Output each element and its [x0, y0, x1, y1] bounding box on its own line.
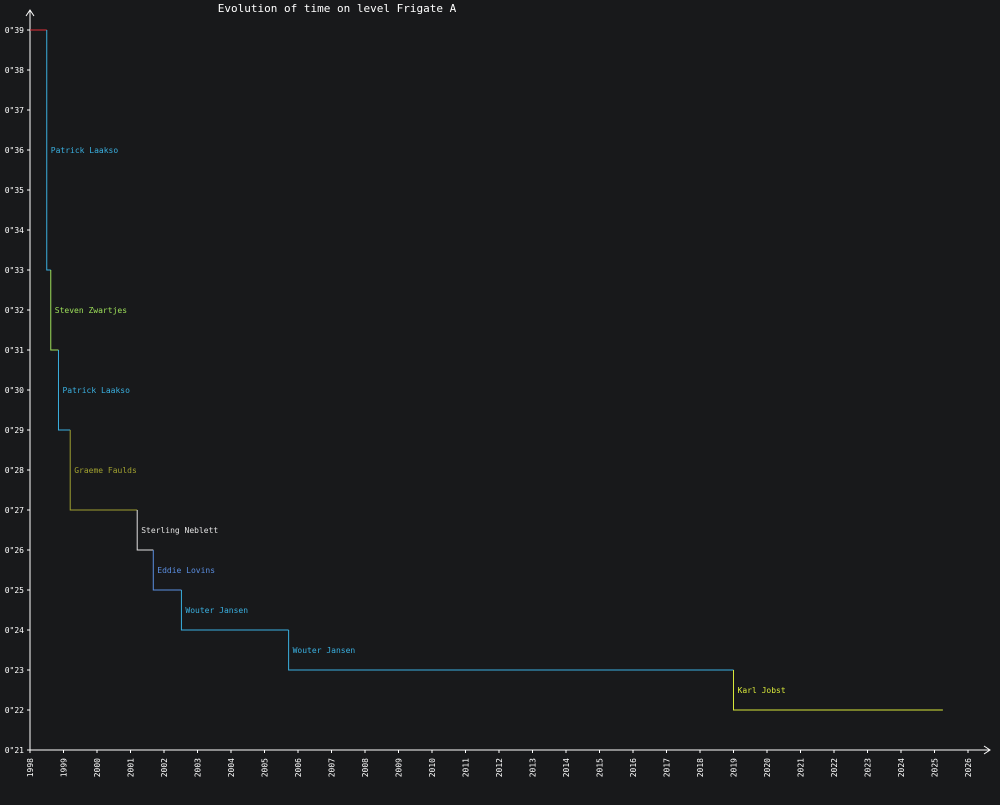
x-tick-label: 2020 [763, 758, 772, 777]
y-tick-label: 0"22 [5, 706, 24, 715]
x-tick-label: 2022 [830, 758, 839, 777]
x-tick-label: 2017 [663, 758, 672, 777]
axes [25, 9, 991, 755]
record-holder-label: Patrick Laakso [51, 146, 119, 155]
record-series [30, 29, 943, 711]
x-tick-label: 2013 [529, 758, 538, 777]
x-tick-label: 2008 [361, 758, 370, 777]
record-holder-label: Eddie Lovins [157, 566, 215, 575]
x-tick-label: 2011 [462, 758, 471, 777]
record-holder-label: Patrick Laakso [62, 386, 130, 395]
y-tick-label: 0"25 [5, 586, 24, 595]
y-tick-label: 0"32 [5, 306, 24, 315]
x-tick-label: 2001 [127, 758, 136, 777]
record-segment [180, 590, 289, 631]
x-ticks: 1998 1999 2000 2001 2002 2003 2004 2005 2006 2007… [26, 750, 973, 777]
y-tick-label: 0"35 [5, 186, 24, 195]
record-holder-label: Graeme Faulds [74, 466, 137, 475]
y-axis-arrow [25, 9, 35, 17]
x-tick-label: 2009 [395, 758, 404, 777]
y-tick-label: 0"27 [5, 506, 24, 515]
x-tick-label: 2026 [964, 758, 973, 777]
x-tick-label: 2003 [194, 758, 203, 777]
y-tick-label: 0"31 [5, 346, 24, 355]
x-tick-label: 2010 [428, 758, 437, 777]
y-tick-label: 0"29 [5, 426, 24, 435]
x-tick-label: 2015 [596, 758, 605, 777]
record-segment [50, 270, 59, 351]
x-tick-label: 2018 [696, 758, 705, 777]
y-tick-label: 0"24 [5, 626, 24, 635]
y-tick-label: 0"33 [5, 266, 24, 275]
x-tick-label: 2024 [897, 758, 906, 777]
x-tick-label: 2005 [261, 758, 270, 777]
x-tick-label: 2006 [294, 758, 303, 777]
x-tick-label: 1999 [60, 758, 69, 777]
x-tick-label: 2025 [931, 758, 940, 777]
y-tick-label: 0"30 [5, 386, 24, 395]
x-tick-label: 2002 [160, 758, 169, 777]
record-holder-label: Wouter Jansen [185, 606, 248, 615]
record-holder-label: Steven Zwartjes [55, 306, 127, 315]
record-holder-label: Sterling Neblett [141, 526, 218, 535]
y-tick-label: 0"38 [5, 66, 24, 75]
record-segment [69, 430, 138, 511]
x-tick-label: 1998 [26, 758, 35, 777]
y-ticks: 0"21 0"22 0"23 0"24 0"25 0"26 0"27 0"28 0"29 0"30… [5, 26, 30, 755]
record-segment [152, 550, 182, 591]
y-tick-label: 0"23 [5, 666, 24, 675]
record-labels: Patrick Laakso Steven Zwartjes Patrick Laa… [51, 146, 786, 695]
x-tick-label: 2004 [227, 758, 236, 777]
record-segment [733, 670, 943, 711]
record-segment [288, 630, 734, 671]
x-tick-label: 2014 [562, 758, 571, 777]
x-tick-label: 2023 [864, 758, 873, 777]
x-tick-label: 2021 [797, 758, 806, 777]
x-tick-label: 2012 [495, 758, 504, 777]
y-tick-label: 0"39 [5, 26, 24, 35]
record-segment [57, 350, 71, 431]
x-tick-label: 2007 [328, 758, 337, 777]
y-tick-label: 0"36 [5, 146, 24, 155]
record-holder-label: Karl Jobst [738, 686, 786, 695]
x-tick-label: 2016 [629, 758, 638, 777]
x-tick-label: 2000 [93, 758, 102, 777]
x-axis-arrow [983, 745, 991, 755]
chart-title: Evolution of time on level Frigate A [218, 2, 457, 15]
y-tick-label: 0"34 [5, 226, 24, 235]
record-holder-label: Wouter Jansen [293, 646, 356, 655]
record-segment [46, 30, 51, 271]
y-tick-label: 0"37 [5, 106, 24, 115]
y-tick-label: 0"21 [5, 746, 24, 755]
y-tick-label: 0"28 [5, 466, 24, 475]
record-segment [136, 510, 154, 551]
x-tick-label: 2019 [730, 758, 739, 777]
y-tick-label: 0"26 [5, 546, 24, 555]
